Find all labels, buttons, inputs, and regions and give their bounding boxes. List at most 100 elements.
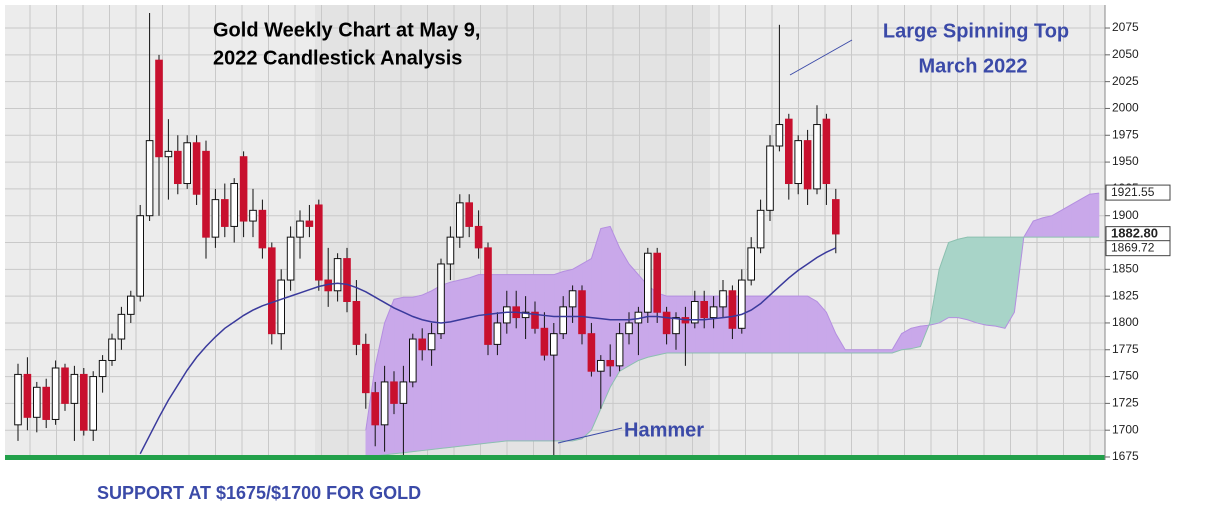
candle-body (333, 258, 342, 292)
candle-body (399, 381, 408, 404)
candle-body (437, 263, 445, 335)
candle-body (51, 367, 60, 420)
span-b-line (365, 236, 1099, 458)
candle-body (822, 118, 831, 185)
annotation-pointer (789, 39, 853, 76)
candle-body (728, 290, 737, 329)
candle-body (474, 225, 483, 249)
y-tick-label: 2000 (1112, 101, 1139, 115)
candle-body (371, 392, 379, 426)
candle-body (531, 311, 539, 329)
candle-body (521, 311, 530, 319)
candle-body (221, 199, 229, 227)
y-tick-label: 2025 (1112, 74, 1139, 88)
y-tick-label: 1850 (1112, 261, 1139, 275)
price-label-box (1105, 184, 1171, 201)
candle-body (80, 373, 88, 431)
cloud-segment (910, 325, 921, 350)
candle-body (465, 202, 473, 227)
y-tick-label: 1775 (1112, 342, 1139, 356)
candle-body (597, 359, 605, 372)
candle-body (239, 156, 248, 222)
candle-body (691, 300, 699, 324)
annotation: SUPPORT AT $1675/$1700 FOR GOLD (97, 483, 421, 503)
candle-body (700, 300, 709, 319)
annotation: March 2022 (919, 55, 1028, 77)
candle-body (484, 247, 492, 345)
candle-body (277, 279, 285, 335)
candle-body (268, 247, 276, 335)
candle-body (587, 333, 596, 372)
cloud-segment (797, 295, 808, 354)
cloud-segment (534, 274, 545, 442)
cloud-segment (553, 271, 564, 442)
price-label-box (1105, 240, 1171, 257)
candle-body (192, 142, 201, 195)
candle-body (164, 150, 173, 158)
candle-body (662, 311, 671, 335)
y-tick-label: 1900 (1112, 208, 1139, 222)
candle-body (362, 343, 370, 394)
candle-body (202, 150, 210, 238)
candle-body (315, 204, 323, 281)
candle-body (568, 290, 577, 308)
candle-body (136, 215, 144, 297)
cloud-segment (459, 277, 470, 447)
y-tick-label: 1675 (1112, 449, 1139, 463)
candle-body (766, 145, 774, 211)
candle-body (559, 306, 568, 335)
cloud-segment (544, 274, 555, 442)
y-tick-label: 1700 (1112, 422, 1139, 436)
candle-body (813, 124, 821, 190)
candle-body (803, 140, 812, 190)
support-line (5, 455, 1105, 460)
candle-body (493, 322, 502, 345)
candle-body (427, 333, 436, 351)
candle-body (446, 236, 455, 265)
candle-body (756, 209, 765, 249)
y-tick-label: 1950 (1112, 154, 1139, 168)
candle-body (747, 247, 756, 281)
cloud-segment (1079, 193, 1090, 238)
candle-body (380, 381, 389, 426)
candle-body (540, 327, 549, 356)
candle-body (409, 338, 417, 383)
candle-body (249, 209, 257, 222)
price-label: 1869.72 (1111, 240, 1155, 254)
candle-body (672, 317, 680, 335)
cloud-segment (1070, 199, 1081, 238)
candle-body (578, 290, 586, 335)
cloud-segment (807, 295, 818, 354)
candle-body (305, 220, 314, 227)
price-label: 1882.80 (1111, 226, 1158, 241)
cloud-segment (525, 274, 536, 442)
candle-body (550, 333, 558, 356)
cloud-segment (957, 236, 968, 321)
cloud-segment (468, 274, 479, 446)
candle-body (155, 59, 163, 158)
candle-body (117, 313, 126, 340)
cloud-segment (506, 274, 517, 442)
candle-body (14, 373, 22, 426)
chart-title: Gold Weekly Chart at May 9, (213, 19, 481, 41)
candle-body (738, 279, 746, 329)
cloud-segment (779, 295, 790, 354)
candle-body (719, 290, 727, 308)
candle-body (61, 367, 69, 404)
y-tick-label: 1825 (1112, 288, 1139, 302)
candle-body (33, 386, 41, 418)
cloud-segment (985, 236, 996, 327)
candle-body (211, 199, 220, 238)
candle-body (108, 338, 116, 361)
candle-body (615, 333, 624, 367)
price-label: 1921.55 (1111, 185, 1155, 199)
candle-body (794, 140, 803, 185)
candle-body (418, 338, 426, 351)
candle-body (775, 124, 784, 147)
plot-layer (14, 13, 1100, 458)
y-tick-label: 1975 (1112, 127, 1139, 141)
candle-body (606, 359, 615, 367)
cloud-segment (450, 279, 461, 448)
cloud-segment (976, 236, 987, 326)
